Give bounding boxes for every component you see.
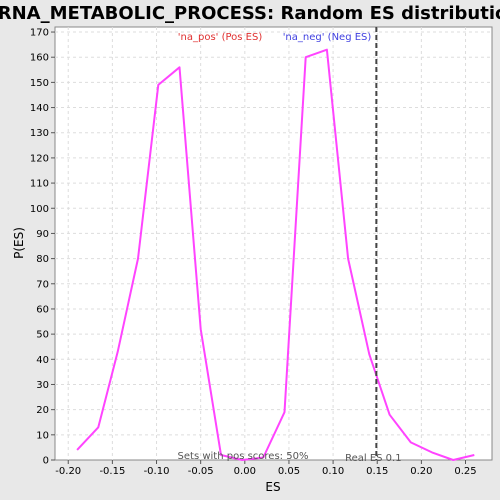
pos-es-label: 'na_pos' (Pos ES) — [178, 32, 263, 43]
y-tick-label: 120 — [30, 153, 49, 164]
series-line — [76, 48, 475, 461]
y-tick-label: 140 — [30, 103, 49, 114]
x-tick-label: 0.05 — [278, 466, 300, 477]
x-tick-label: 0.20 — [410, 466, 432, 477]
y-tick-label: 10 — [36, 430, 49, 441]
x-tick-label: 0.10 — [322, 466, 344, 477]
y-axis-label: P(ES) — [12, 227, 26, 259]
y-tick-label: 170 — [30, 28, 49, 39]
y-tick-label: 110 — [30, 179, 49, 190]
plot-area — [54, 26, 493, 461]
x-tick-label: -0.05 — [188, 466, 214, 477]
x-tick-label: -0.20 — [55, 466, 81, 477]
y-tick-label: 100 — [30, 204, 49, 215]
y-tick-label: 20 — [36, 405, 49, 416]
y-tick-label: 40 — [36, 355, 49, 366]
y-tick-label: 150 — [30, 78, 49, 89]
y-tick-label: 130 — [30, 128, 49, 139]
sets-pos-text: Sets with pos scores: 50% — [178, 451, 309, 462]
real-es-label: Real ES 0.1 — [345, 453, 401, 464]
y-tick-label: 0 — [43, 456, 49, 467]
y-tick-label: 90 — [36, 229, 49, 240]
x-tick-label: -0.10 — [144, 466, 170, 477]
x-tick-label: 0.15 — [366, 466, 388, 477]
series-layer — [76, 48, 475, 461]
y-axis-ticks: 0 10 20 30 40 50 60 70 80 90 100 110 120 130 140 150 160… — [30, 28, 55, 467]
x-tick-label: 0.25 — [454, 466, 476, 477]
y-tick-label: 30 — [36, 380, 49, 391]
y-tick-label: 60 — [36, 304, 49, 315]
y-tick-label: 50 — [36, 330, 49, 341]
x-axis-label: ES — [265, 480, 280, 494]
y-tick-label: 80 — [36, 254, 49, 265]
y-tick-label: 70 — [36, 279, 49, 290]
chart-title: MRNA_METABOLIC_PROCESS: Random ES distri… — [0, 3, 500, 24]
x-tick-label: 0.00 — [234, 466, 256, 477]
x-axis-ticks: -0.20 -0.15 -0.10 -0.05 0.00 0.05 0.10 0.15 0.20… — [55, 460, 477, 477]
x-tick-label: -0.15 — [99, 466, 125, 477]
neg-es-label: 'na_neg' (Neg ES) — [283, 32, 372, 43]
y-tick-label: 160 — [30, 53, 49, 64]
